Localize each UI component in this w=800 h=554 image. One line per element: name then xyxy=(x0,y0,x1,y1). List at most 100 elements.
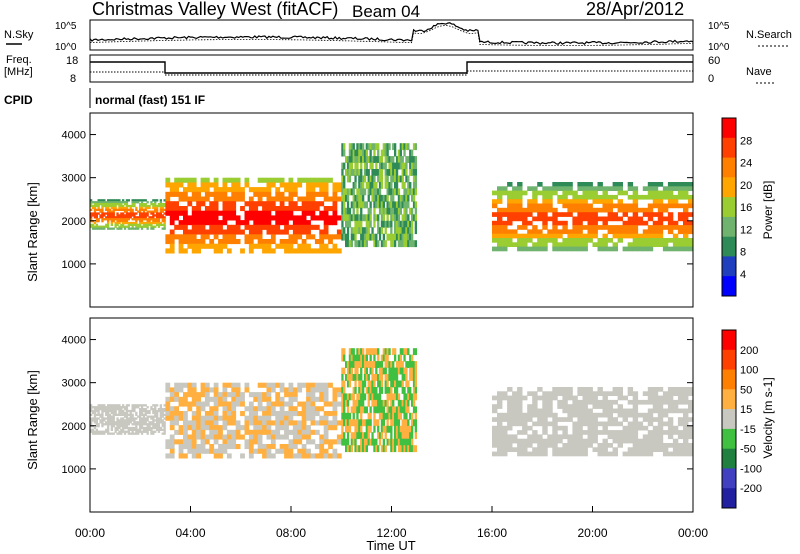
power-cell xyxy=(178,220,184,226)
power-cell xyxy=(392,143,395,151)
velocity-cell xyxy=(161,421,164,424)
velocity-cell xyxy=(662,451,669,457)
power-cell xyxy=(547,238,553,243)
velocity-cell xyxy=(157,423,161,426)
power-cell xyxy=(159,221,162,225)
power-cell xyxy=(116,221,119,225)
velocity-cell xyxy=(165,439,171,445)
power-cell xyxy=(386,194,389,202)
velocity-cell xyxy=(384,367,387,375)
power-cell xyxy=(527,246,533,252)
power-cell xyxy=(405,188,408,196)
velocity-cell xyxy=(244,444,250,450)
velocity-cell xyxy=(369,387,372,394)
power-cell xyxy=(133,227,136,230)
power-cell xyxy=(213,224,219,230)
power-cell xyxy=(348,240,352,248)
velocity-cell xyxy=(343,412,346,420)
power-cell xyxy=(577,242,583,247)
velocity-cell xyxy=(403,393,406,401)
velocity-cell xyxy=(407,445,410,453)
velocity-cell xyxy=(567,395,573,401)
power-cell xyxy=(131,201,134,204)
velocity-cell xyxy=(244,387,250,393)
velocity-cell xyxy=(213,429,219,435)
velocity-cell xyxy=(375,348,378,356)
velocity-cell xyxy=(377,445,380,453)
noise-tick-right-high: 10^5 xyxy=(708,21,730,32)
y-tick-label: 4000 xyxy=(62,130,86,142)
power-cell xyxy=(527,238,533,243)
power-cell xyxy=(275,206,281,212)
velocity-cell xyxy=(129,432,132,435)
power-cell xyxy=(647,242,654,247)
velocity-cell xyxy=(567,438,573,444)
velocity-cell xyxy=(597,421,603,427)
velocity-cell xyxy=(169,406,175,412)
power-cell xyxy=(240,206,245,212)
power-cell xyxy=(542,233,548,239)
velocity-cell xyxy=(371,399,374,407)
power-colorbar-label: Power [dB] xyxy=(761,181,775,240)
power-cell xyxy=(336,182,342,188)
velocity-cell xyxy=(127,413,130,416)
velocity-cell xyxy=(204,411,210,417)
velocity-cell xyxy=(362,406,365,414)
velocity-cell xyxy=(262,396,267,402)
power-cell xyxy=(346,175,350,183)
power-cell xyxy=(414,220,417,228)
power-cell xyxy=(356,194,359,202)
velocity-cell xyxy=(146,428,149,431)
power-cell xyxy=(152,212,155,215)
velocity-cell xyxy=(627,434,634,440)
power-cell xyxy=(407,214,410,222)
velocity-cell xyxy=(93,408,97,411)
velocity-cell xyxy=(343,406,346,414)
velocity-cell xyxy=(367,387,370,394)
power-cell xyxy=(542,194,548,200)
power-cell xyxy=(507,182,513,187)
velocity-cell xyxy=(547,399,553,405)
power-cell xyxy=(672,199,679,204)
power-cell xyxy=(266,243,272,249)
power-cell xyxy=(399,233,402,241)
power-cell xyxy=(110,199,113,202)
velocity-cell xyxy=(688,399,694,405)
power-cell xyxy=(369,162,372,170)
velocity-cell xyxy=(125,413,129,416)
power-cell xyxy=(380,240,384,248)
velocity-cell xyxy=(401,361,404,368)
velocity-cell xyxy=(662,447,669,452)
power-cell xyxy=(587,233,593,239)
velocity-cell xyxy=(108,417,112,420)
power-cell xyxy=(373,143,376,151)
velocity-cell xyxy=(159,413,162,416)
power-cell xyxy=(557,229,563,235)
power-cell xyxy=(384,207,387,215)
power-cell xyxy=(183,215,188,221)
velocity-cell xyxy=(369,393,372,401)
velocity-cell xyxy=(371,438,374,446)
power-cell xyxy=(407,143,410,151)
velocity-cell xyxy=(178,382,184,388)
power-cell xyxy=(386,214,389,222)
velocity-cell xyxy=(392,399,395,407)
velocity-cell xyxy=(502,417,508,422)
power-cell xyxy=(627,203,634,209)
velocity-cell xyxy=(617,408,623,414)
velocity-cell xyxy=(607,417,613,422)
velocity-cell xyxy=(135,421,138,424)
power-cell xyxy=(377,220,380,228)
power-cell xyxy=(196,229,201,235)
power-cell xyxy=(178,210,184,216)
power-cell xyxy=(343,201,346,209)
velocity-cell xyxy=(577,421,583,427)
power-cell xyxy=(240,187,245,193)
power-cell xyxy=(688,203,694,209)
velocity-cell xyxy=(161,432,164,435)
power-cell xyxy=(226,177,232,183)
velocity-cell xyxy=(266,415,272,421)
power-cell xyxy=(542,199,548,204)
power-cell xyxy=(142,214,146,217)
power-cell xyxy=(369,201,372,209)
